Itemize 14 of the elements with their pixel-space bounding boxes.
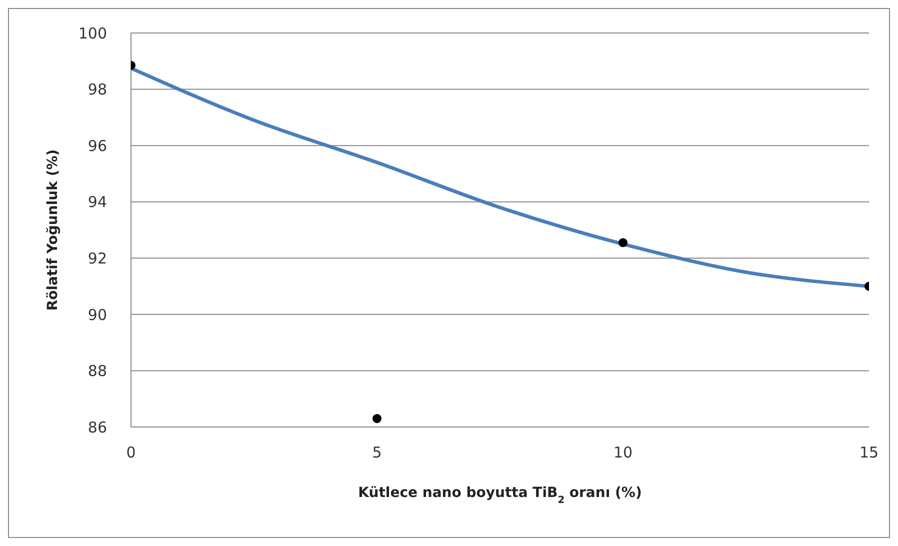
x-axis-title: Kütlece nano boyutta TiB$_{2}$ oranı (%) <box>358 485 642 506</box>
y-tick-label: 94 <box>88 193 107 212</box>
x-tick-label: 5 <box>372 444 382 462</box>
y-tick-label: 100 <box>78 24 107 42</box>
y-tick-label: 86 <box>88 418 107 436</box>
y-axis-title: Rölatif Yoğunluk (%) <box>45 149 61 311</box>
x-tick-label: 15 <box>859 444 879 462</box>
y-tick-label: 88 <box>88 362 107 380</box>
y-tick-label: 92 <box>88 249 107 268</box>
x-tick-label: 0 <box>126 444 136 462</box>
y-tick-label: 96 <box>88 136 107 155</box>
y-tick-label: 90 <box>88 306 107 324</box>
y-tick-label: 98 <box>88 80 107 99</box>
x-tick-label: 10 <box>613 444 633 462</box>
